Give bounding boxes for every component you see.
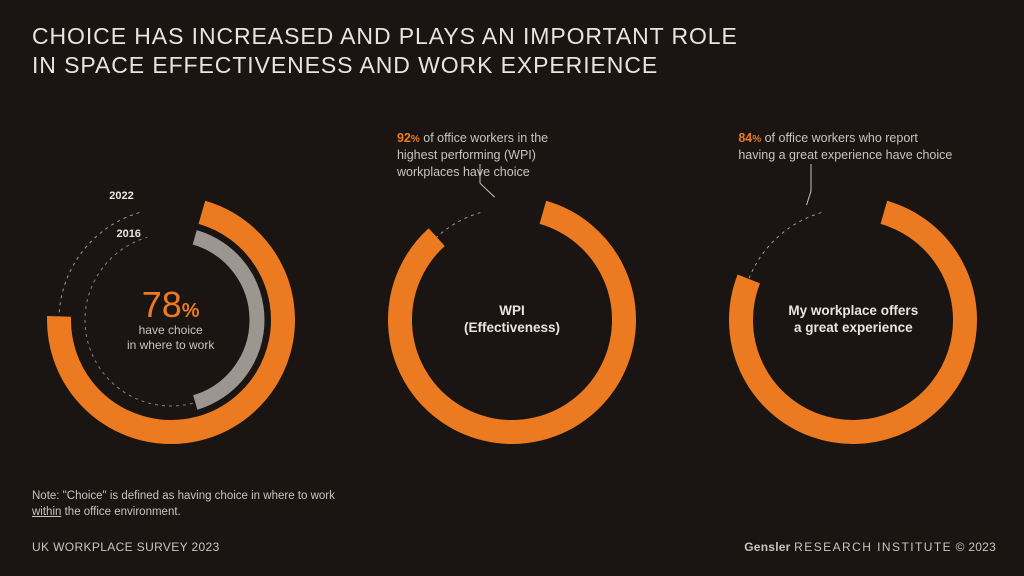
chart-annotation <box>56 130 286 186</box>
slide-title: CHOICE HAS INCREASED AND PLAYS AN IMPORT… <box>32 22 984 80</box>
donut-wpi: WPI(Effectiveness) <box>382 190 642 450</box>
note-post: the office environment. <box>61 506 180 518</box>
footnote: Note: "Choice" is defined as having choi… <box>32 488 335 520</box>
brand-name: Gensler <box>744 540 794 554</box>
leader-line <box>382 130 642 450</box>
brand-footer: Gensler RESEARCH INSTITUTE © 2023 <box>744 540 996 554</box>
leader-line <box>723 130 983 450</box>
chart-column-wpi: 92% of office workers in thehighest perf… <box>352 130 672 450</box>
slide: CHOICE HAS INCREASED AND PLAYS AN IMPORT… <box>0 0 1024 576</box>
brand-institute: RESEARCH INSTITUTE <box>794 540 952 554</box>
chart-column-choice: 2022201678%have choicein where to work <box>11 130 331 450</box>
charts-row: 2022201678%have choicein where to work92… <box>0 130 1024 450</box>
note-underlined: within <box>32 506 61 518</box>
title-line-2: IN SPACE EFFECTIVENESS AND WORK EXPERIEN… <box>32 52 658 78</box>
donut-center: 78%have choicein where to work <box>41 190 301 450</box>
brand-copyright: © 2023 <box>952 540 996 554</box>
chart-column-experience: 84% of office workers who reporthaving a… <box>693 130 1013 450</box>
center-text: have choicein where to work <box>127 323 214 353</box>
survey-label: UK WORKPLACE SURVEY 2023 <box>32 540 220 554</box>
donut-choice: 2022201678%have choicein where to work <box>41 190 301 450</box>
donut-experience: My workplace offersa great experience <box>723 190 983 450</box>
title-line-1: CHOICE HAS INCREASED AND PLAYS AN IMPORT… <box>32 23 738 49</box>
center-percent: 78% <box>142 287 200 323</box>
note-pre: Note: "Choice" is defined as having choi… <box>32 490 335 502</box>
